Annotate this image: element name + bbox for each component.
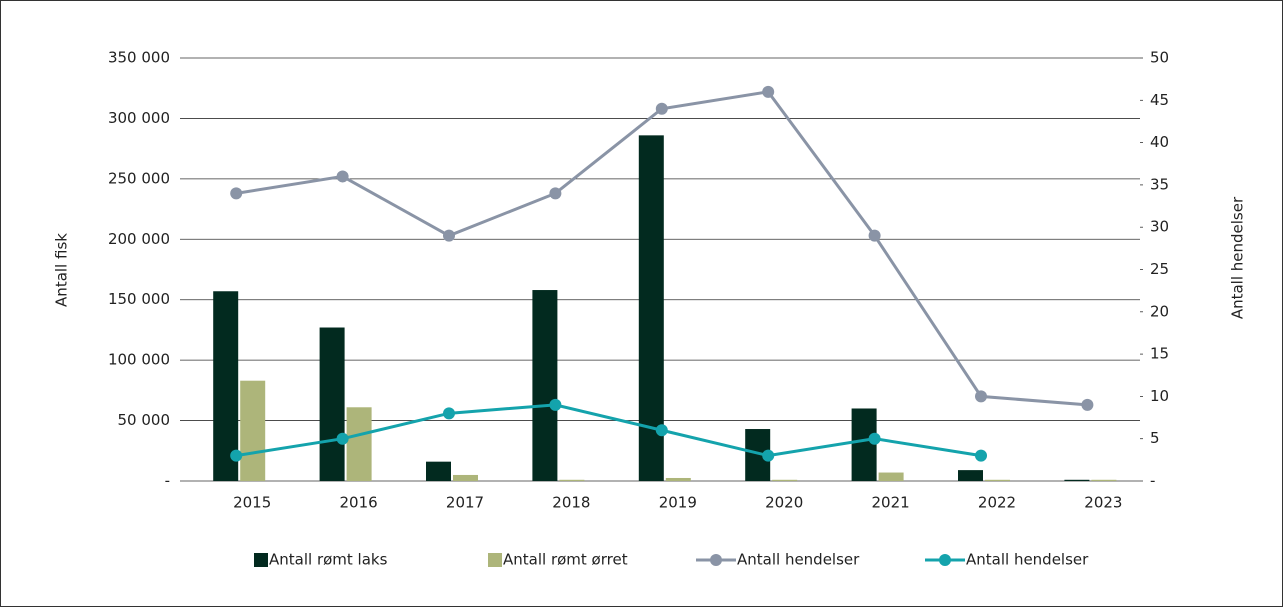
y2-tick-label: 5 bbox=[1150, 429, 1160, 447]
legend-swatch bbox=[710, 554, 722, 566]
y2-axis-label: Antall hendelser bbox=[1229, 196, 1247, 319]
point bbox=[336, 432, 349, 445]
y-axis-label: Antall fisk bbox=[53, 233, 71, 307]
y2-tick-label: 10 bbox=[1150, 387, 1169, 405]
y2-tick-label: 35 bbox=[1150, 175, 1169, 193]
bar bbox=[878, 472, 904, 481]
point bbox=[655, 102, 668, 115]
x-tick-label: 2023 bbox=[1084, 494, 1122, 512]
bar bbox=[958, 470, 983, 481]
bar bbox=[665, 477, 691, 481]
bar bbox=[772, 479, 798, 481]
point bbox=[655, 424, 668, 437]
x-tick-label: 2019 bbox=[659, 494, 697, 512]
legend-swatch bbox=[939, 554, 951, 566]
y-tick-label: 150 000 bbox=[108, 290, 170, 308]
x-tick-label: 2018 bbox=[552, 494, 590, 512]
legend-swatch bbox=[488, 553, 502, 567]
point bbox=[230, 187, 243, 200]
y-tick-label: 50 000 bbox=[118, 411, 171, 429]
bar bbox=[532, 290, 558, 481]
y2-tick-label: - bbox=[1150, 472, 1155, 490]
x-tick-label: 2015 bbox=[233, 494, 271, 512]
point bbox=[762, 85, 775, 98]
point bbox=[336, 170, 349, 183]
point bbox=[762, 449, 775, 462]
legend-label: Antall hendelser bbox=[966, 551, 1089, 569]
x-tick-label: 2020 bbox=[765, 494, 803, 512]
point bbox=[975, 390, 987, 403]
bar bbox=[213, 291, 239, 481]
y2-tick-label: 50 bbox=[1150, 49, 1169, 67]
x-tick-label: 2021 bbox=[872, 494, 910, 512]
legend-swatch bbox=[254, 553, 268, 567]
y-tick-label: 300 000 bbox=[108, 109, 170, 127]
y-tick-label: 250 000 bbox=[108, 169, 170, 187]
bar bbox=[426, 461, 451, 481]
point bbox=[230, 449, 243, 462]
y-tick-label: - bbox=[165, 472, 170, 490]
bar bbox=[1064, 479, 1090, 481]
point bbox=[868, 432, 881, 445]
bar bbox=[346, 407, 372, 481]
point bbox=[443, 407, 455, 420]
y2-tick-label: 25 bbox=[1150, 260, 1169, 278]
point bbox=[443, 229, 455, 242]
y2-tick-label: 30 bbox=[1150, 218, 1169, 236]
legend-label: Antall rømt laks bbox=[269, 551, 388, 569]
bar bbox=[638, 135, 664, 481]
bar bbox=[985, 479, 1010, 481]
line bbox=[235, 403, 982, 458]
y-tick-label: 200 000 bbox=[108, 230, 170, 248]
point bbox=[549, 187, 562, 200]
bar bbox=[559, 479, 585, 481]
x-tick-label: 2022 bbox=[978, 494, 1016, 512]
y2-tick-label: 40 bbox=[1150, 133, 1169, 151]
x-tick-label: 2017 bbox=[446, 494, 484, 512]
y2-tick-label: 15 bbox=[1150, 345, 1169, 363]
bar bbox=[453, 474, 478, 481]
y2-tick-label: 45 bbox=[1150, 91, 1169, 109]
bar bbox=[851, 408, 877, 481]
legend-label: Antall hendelser bbox=[737, 551, 860, 569]
bar bbox=[319, 327, 345, 481]
point bbox=[868, 229, 881, 242]
point bbox=[975, 449, 987, 462]
bar bbox=[1091, 479, 1117, 481]
y2-tick-label: 20 bbox=[1150, 302, 1169, 320]
y-tick-label: 100 000 bbox=[108, 351, 170, 369]
point bbox=[549, 398, 562, 411]
y-tick-label: 350 000 bbox=[108, 49, 170, 67]
point bbox=[1081, 398, 1094, 411]
legend-label: Antall rømt ørret bbox=[503, 551, 628, 569]
x-tick-label: 2016 bbox=[340, 494, 378, 512]
bar bbox=[240, 380, 266, 481]
